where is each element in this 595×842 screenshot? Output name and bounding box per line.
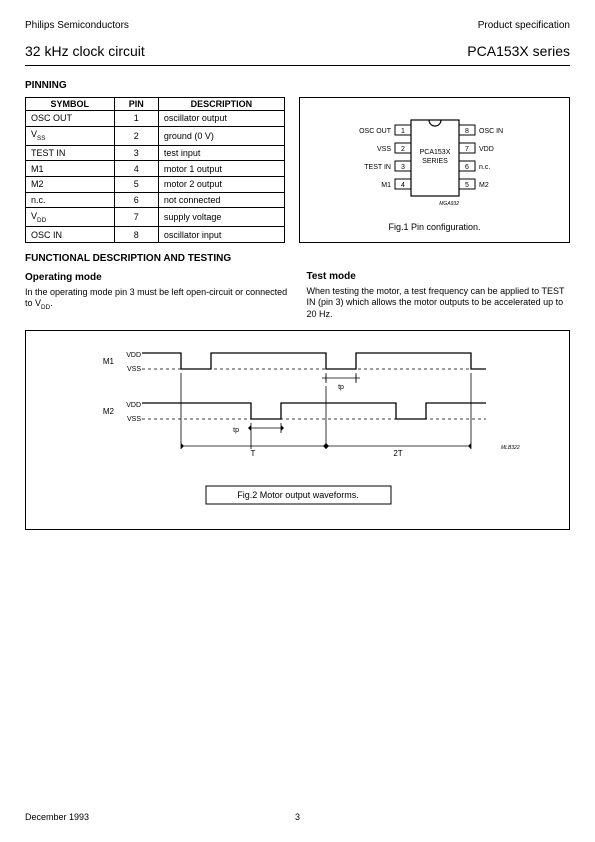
pinning-heading: PINNING [25,80,570,91]
svg-text:VDD: VDD [479,146,494,153]
chip-diagram: PCA153X SERIES 1 OSC OUT 2 VSS 3 TEST IN 4 M1 8… [325,108,545,218]
fig2-box: M1 VDD VSS tp M2 VDD VSS tp T 2T MLB322 [25,330,570,530]
footer-page: 3 [295,812,300,822]
op-mode-text: In the operating mode pin 3 must be left… [25,287,289,312]
m1-label: M1 [103,357,115,366]
pinning-row: SYMBOL PIN DESCRIPTION OSC OUT1oscillato… [25,97,570,243]
page-header: Philips Semiconductors Product specifica… [25,20,570,31]
2T-label: 2T [393,449,402,458]
functional-row: FUNCTIONAL DESCRIPTION AND TESTING Opera… [25,253,570,320]
table-row: TEST IN3test input [26,145,285,161]
m2-wave [142,403,486,419]
title-bar: 32 kHz clock circuit PCA153X series [25,43,570,66]
pin-table: SYMBOL PIN DESCRIPTION OSC OUT1oscillato… [25,97,285,243]
fig1-box: PCA153X SERIES 1 OSC OUT 2 VSS 3 TEST IN 4 M1 8… [299,97,570,243]
table-row: VDD7supply voltage [26,208,285,227]
col-pin: PIN [114,98,158,111]
test-mode-text: When testing the motor, a test frequency… [307,286,571,320]
header-left: Philips Semiconductors [25,20,129,31]
footer-date: December 1993 [25,812,89,822]
col-symbol: SYMBOL [26,98,115,111]
op-mode-title: Operating mode [25,272,289,283]
chip-label2: SERIES [422,158,448,165]
svg-text:5: 5 [465,182,469,189]
title-right: PCA153X series [467,43,570,59]
svg-text:2: 2 [401,146,405,153]
svg-text:M2: M2 [479,182,489,189]
m2-label: M2 [103,407,115,416]
table-row: OSC IN8oscillator input [26,227,285,243]
table-row: M14motor 1 output [26,161,285,177]
svg-text:tp: tp [233,427,239,434]
title-left: 32 kHz clock circuit [25,43,145,59]
functional-heading: FUNCTIONAL DESCRIPTION AND TESTING [25,253,289,264]
fig2-caption: Fig.2 Motor output waveforms. [237,490,359,500]
col-desc: DESCRIPTION [158,98,284,111]
svg-text:3: 3 [401,164,405,171]
table-row: M25motor 2 output [26,176,285,192]
svg-text:n.c.: n.c. [479,164,490,171]
header-right: Product specification [478,20,570,31]
svg-text:M1: M1 [381,182,391,189]
page-footer: December 1993 3 [25,812,570,822]
test-mode-title: Test mode [307,271,571,282]
svg-text:4: 4 [401,182,405,189]
svg-text:7: 7 [465,146,469,153]
table-row: OSC OUT1oscillator output [26,111,285,127]
svg-text:OSC OUT: OSC OUT [359,128,392,135]
svg-text:1: 1 [401,128,405,135]
svg-text:VSS: VSS [376,146,390,153]
T-label: T [251,449,256,458]
fig1-caption: Fig.1 Pin configuration. [388,222,480,232]
svg-text:6: 6 [465,164,469,171]
svg-text:TEST IN: TEST IN [364,164,391,171]
chip-label1: PCA153X [419,149,450,156]
svg-text:VDD: VDD [126,352,141,359]
table-row: VSS2ground (0 V) [26,126,285,145]
table-row: n.c.6not connected [26,192,285,208]
svg-text:VDD: VDD [126,402,141,409]
fig1-ref: MGA932 [439,201,459,207]
svg-text:VSS: VSS [127,366,141,373]
m1-wave [142,353,486,369]
svg-text:OSC IN: OSC IN [479,128,503,135]
waveform-svg: M1 VDD VSS tp M2 VDD VSS tp T 2T MLB322 [26,331,571,529]
svg-text:VSS: VSS [127,416,141,423]
svg-text:tp: tp [338,384,344,391]
svg-text:8: 8 [465,128,469,135]
fig2-ref: MLB322 [501,445,520,451]
